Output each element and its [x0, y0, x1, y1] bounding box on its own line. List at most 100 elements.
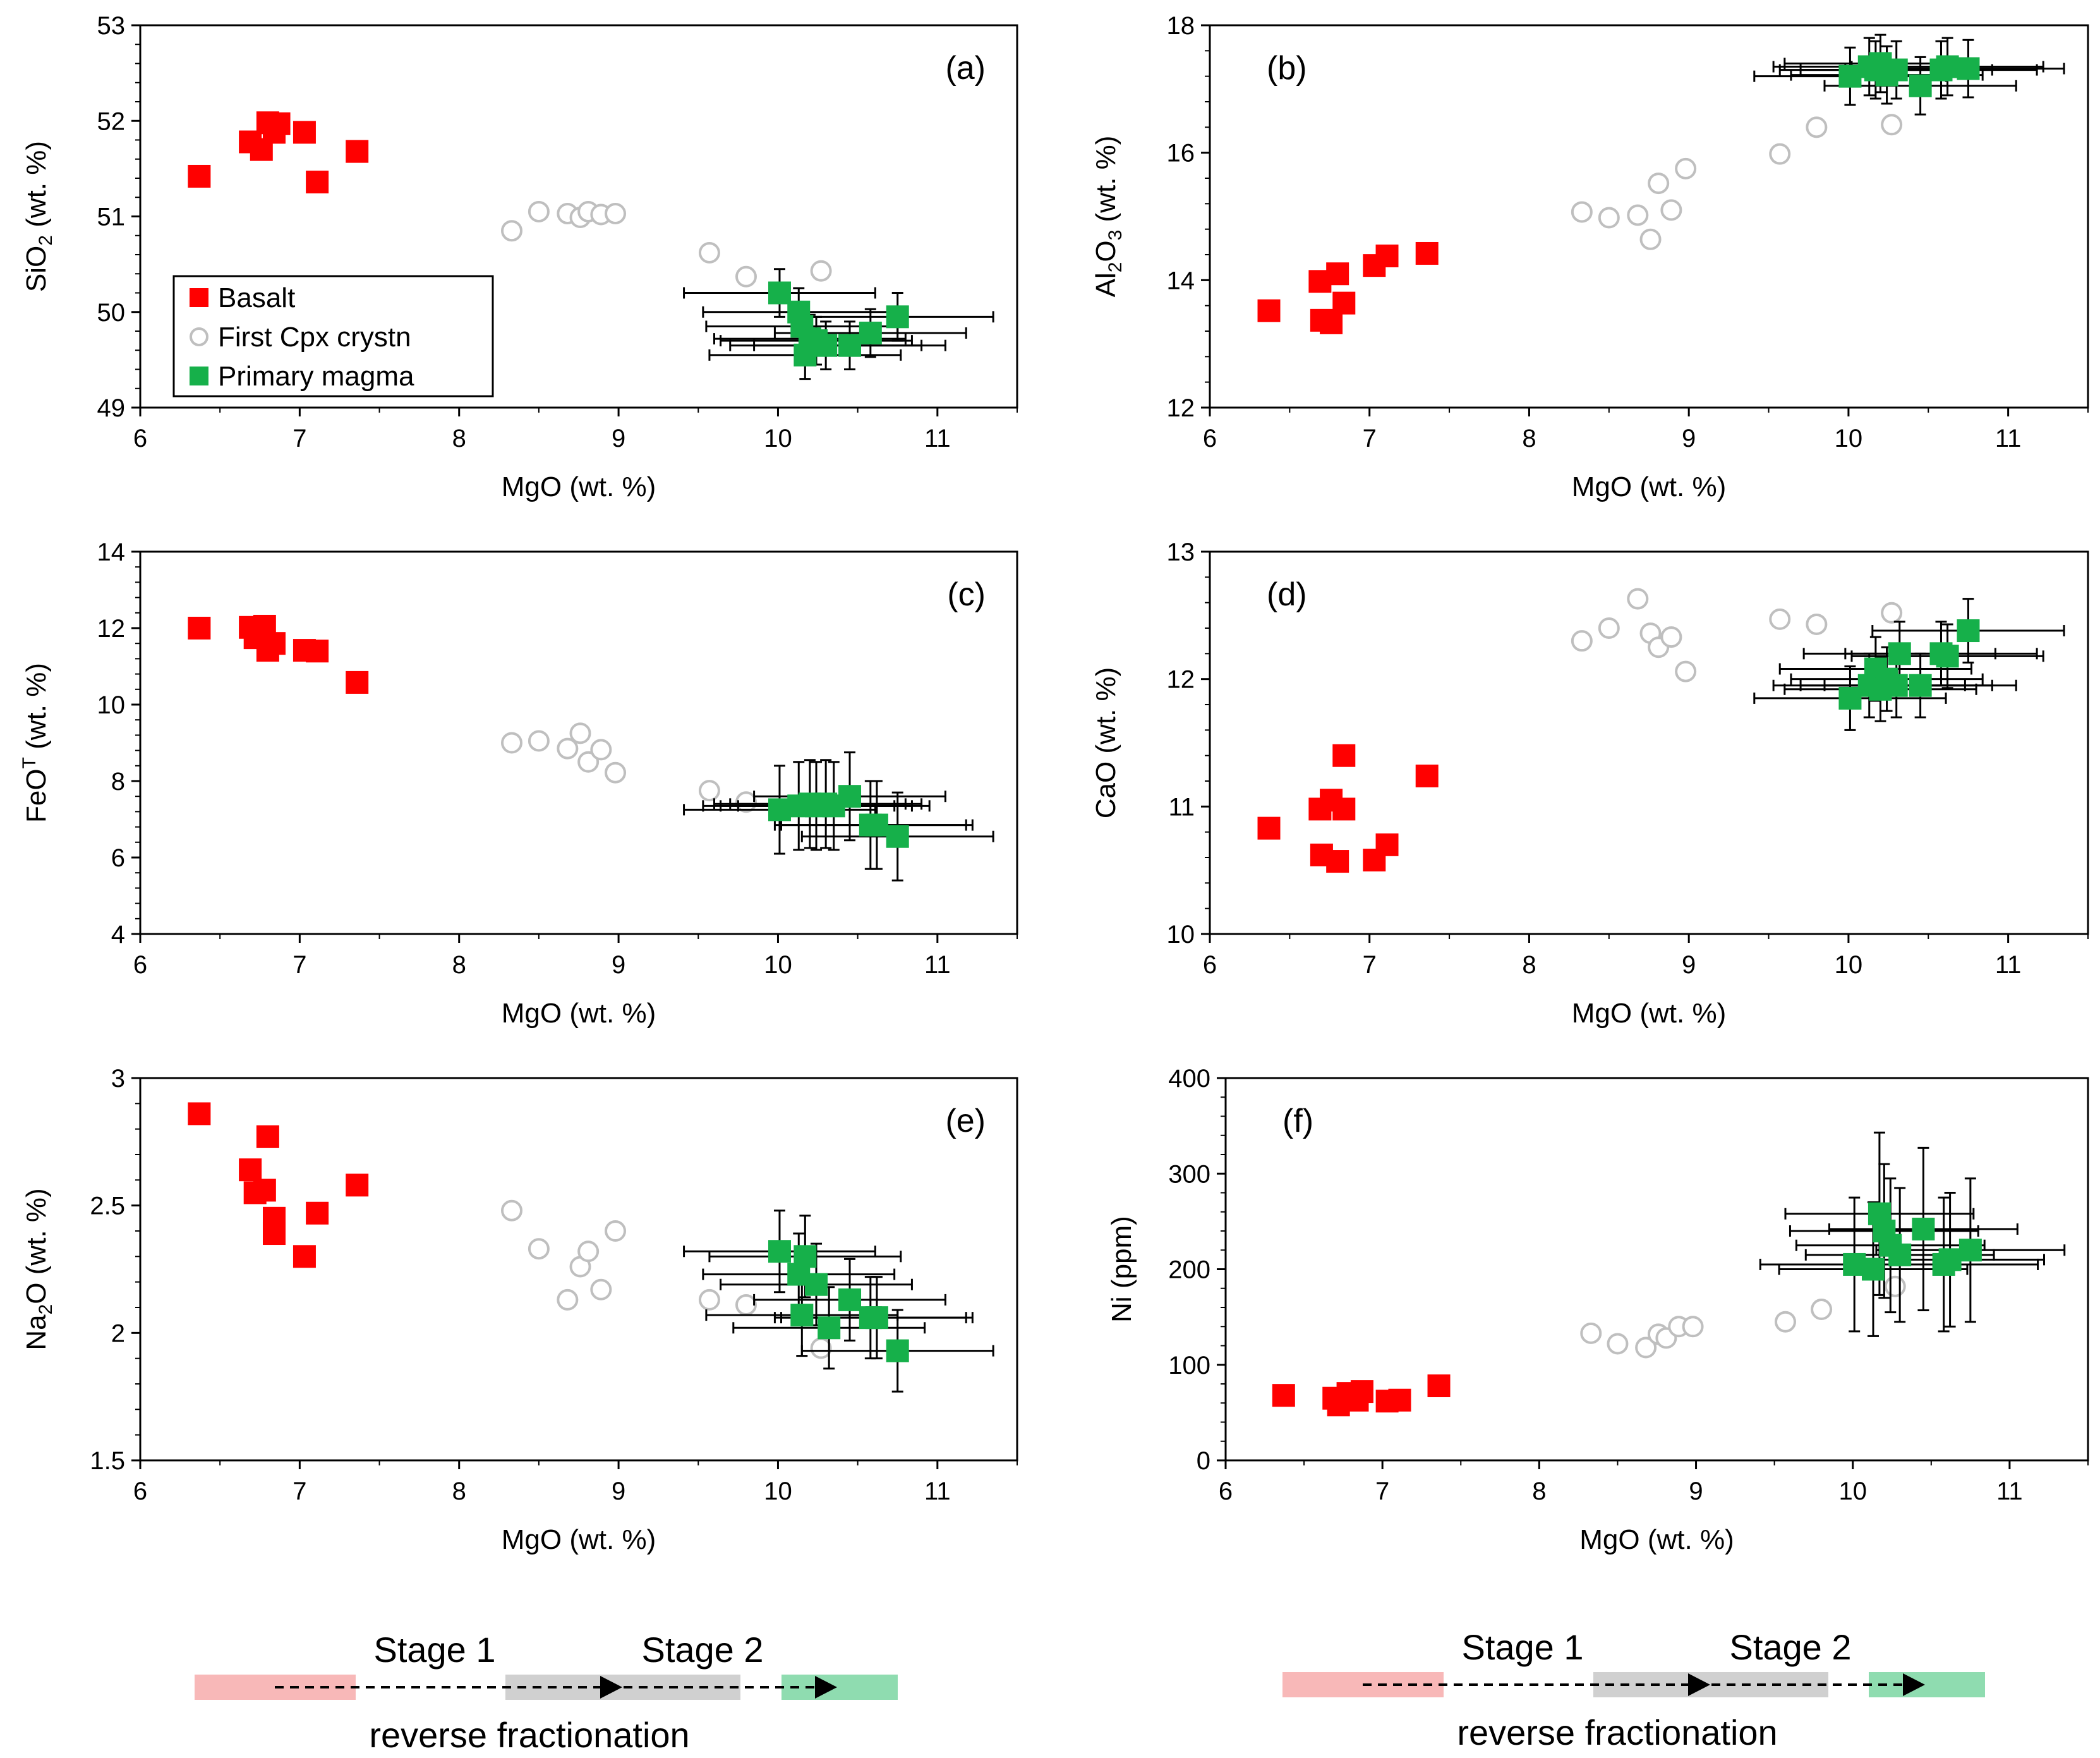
y-tick-label: 3 [111, 1065, 125, 1093]
primary-magma-point [1838, 686, 1862, 710]
y-axis-label: Ni (ppm) [1106, 1216, 1137, 1323]
y-axis-label: FeOT (wt. %) [19, 663, 52, 823]
basalt-point [1415, 764, 1439, 787]
x-axis-label: MgO (wt. %) [502, 1524, 656, 1555]
primary-magma-point [768, 281, 791, 305]
panel-label: (f) [1282, 1103, 1313, 1139]
cpx-point [1682, 1316, 1704, 1338]
y-tick-label: 12 [1167, 394, 1195, 422]
y-tick-label: 53 [97, 12, 126, 40]
y-tick-label: 100 [1168, 1352, 1210, 1379]
x-tick-label: 8 [1522, 951, 1536, 979]
primary-magma-point [886, 825, 909, 848]
primary-magma-point [1957, 619, 1980, 643]
plot-frame [139, 1077, 1018, 1462]
reverse-fractionation-caption: reverse fractionation [369, 1715, 689, 1755]
cpx-point [528, 1238, 550, 1260]
y-tick-label: 11 [1168, 793, 1195, 821]
basalt-point [346, 670, 369, 694]
cpx-point [501, 732, 523, 754]
cpx-point [501, 220, 523, 242]
y-tick-label: 51 [97, 203, 126, 231]
x-tick-label: 7 [1375, 1477, 1389, 1505]
stage1-arrowhead [600, 1676, 622, 1699]
x-axis-label: MgO (wt. %) [502, 471, 656, 502]
primary-magma-point [1938, 1248, 1962, 1271]
cpx-point [557, 737, 579, 760]
x-tick-label: 11 [1996, 1477, 2023, 1505]
basalt-point [188, 1102, 211, 1125]
cpx-point [698, 1288, 720, 1311]
y-tick-label: 2 [111, 1319, 125, 1347]
legend-basalt-label: Basalt [218, 282, 295, 313]
primary-magma-point [1861, 1258, 1885, 1281]
stage2-arrowhead [815, 1676, 837, 1699]
primary-magma-point [1936, 55, 1959, 78]
primary-magma-point [1888, 642, 1911, 665]
primary-magma-point [1957, 57, 1980, 80]
x-tick-label: 10 [1835, 951, 1863, 979]
basalt-point [1332, 797, 1356, 821]
stage2-label: Stage 2 [1729, 1627, 1851, 1667]
y-axis-label: SiO2 (wt. %) [21, 141, 56, 292]
x-tick-label: 10 [1838, 1477, 1867, 1505]
stage1-arrowhead [1688, 1673, 1710, 1696]
chart-panel-b: 6 7 8 9 10 11 12 14 16 18 MgO (wt. %) Al2O3 (wt. %)… [1090, 12, 2089, 502]
basalt-point [1350, 1380, 1373, 1403]
chart-panel-d: 6 7 8 9 10 11 10 11 12 13 MgO (wt. %) CaO (wt. %) (d… [1090, 538, 2089, 1029]
primary-magma-point [1888, 1243, 1912, 1266]
legend: Basalt First Cpx crystn Primary magma [172, 275, 494, 397]
stage-primary-bar [781, 1675, 898, 1700]
basalt-point [1257, 299, 1281, 322]
y-tick-label: 14 [1167, 267, 1195, 294]
stage-schematic-right: Stage 1 Stage 2 reverse fractionation [1282, 1627, 1985, 1752]
y-axis-label: Na2O (wt. %) [21, 1188, 56, 1350]
cpx-point [577, 1240, 600, 1263]
legend-box [172, 275, 494, 397]
basalt-point [293, 1245, 316, 1268]
x-tick-label: 6 [133, 951, 147, 979]
basalt-point [262, 1222, 286, 1246]
plot-frame [1209, 24, 2089, 409]
primary-magma-point [865, 1306, 888, 1330]
y-tick-label: 16 [1167, 140, 1195, 167]
basalt-point [1326, 262, 1349, 286]
basalt-point [1332, 291, 1356, 315]
x-tick-label: 7 [293, 951, 306, 979]
legend-primary-marker [190, 367, 208, 385]
panel-label: (d) [1267, 576, 1307, 613]
cpx-point [1648, 173, 1670, 195]
x-tick-label: 9 [612, 425, 625, 452]
cpx-point [1775, 1311, 1797, 1333]
x-tick-label: 6 [1203, 425, 1217, 452]
cpx-point [1607, 1333, 1629, 1355]
x-tick-label: 11 [924, 425, 951, 452]
y-tick-label: 400 [1168, 1065, 1210, 1093]
cpx-point [1881, 114, 1903, 136]
x-tick-label: 10 [1835, 425, 1863, 452]
cpx-point [735, 791, 757, 813]
x-tick-label: 7 [1363, 425, 1377, 452]
primary-magma-point [768, 1240, 791, 1263]
x-axis-label: MgO (wt. %) [1572, 998, 1726, 1029]
data-marks [188, 111, 994, 380]
x-tick-label: 8 [1532, 1477, 1546, 1505]
cpx-point [605, 1220, 627, 1242]
legend-basalt-marker [190, 288, 208, 307]
cpx-point [810, 260, 832, 282]
x-tick-label: 8 [1522, 425, 1536, 452]
cpx-point [528, 200, 550, 222]
x-tick-label: 8 [452, 1477, 466, 1505]
basalt-point [306, 171, 329, 194]
y-tick-label: 12 [97, 615, 126, 643]
y-tick-label: 12 [1167, 666, 1195, 694]
basalt-point [346, 140, 369, 163]
basalt-point [1320, 311, 1343, 334]
y-tick-label: 49 [97, 394, 126, 422]
basalt-point [1257, 816, 1281, 840]
x-tick-label: 6 [133, 425, 147, 452]
primary-magma-point [1885, 674, 1908, 697]
y-tick-label: 0 [1197, 1447, 1210, 1475]
